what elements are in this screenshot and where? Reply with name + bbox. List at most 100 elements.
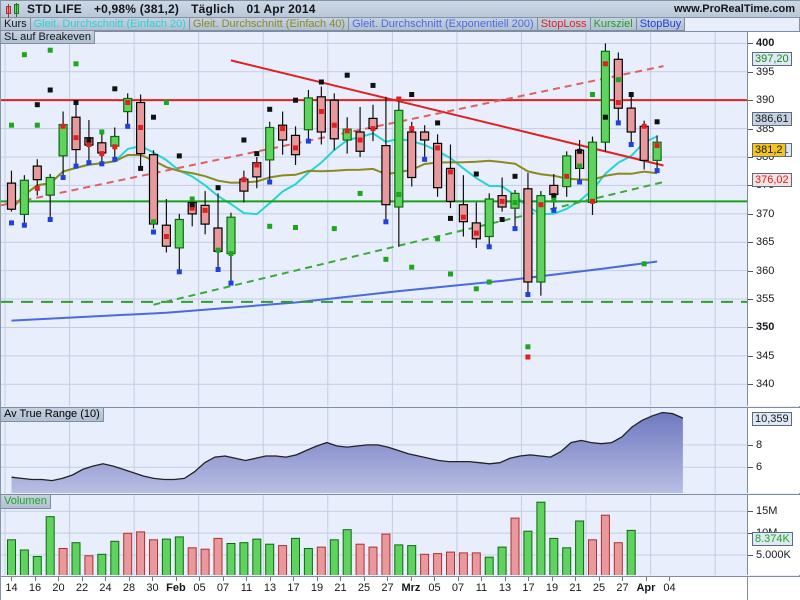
price-marker-38661[interactable]: 386,61 [752, 112, 792, 127]
candle-body [265, 126, 275, 161]
date-axis-tick [222, 577, 224, 581]
low-extreme-marker [112, 156, 118, 162]
date-axis-tick [481, 577, 483, 581]
price-axis-tick [748, 327, 753, 329]
instrument-info: STD LIFE +0,98% (381,2) Täglich 01 Apr 2014 [27, 2, 328, 16]
date-axis-tick [598, 577, 600, 581]
buy-signal-marker [435, 236, 441, 242]
sell-signal-marker [602, 61, 608, 67]
volume-bar [84, 555, 94, 575]
date-axis[interactable]: 14 16 20 22 24 28 30 Feb 05 07 11 13 17 19 21 25 27 Mrz 05… [1, 576, 747, 600]
low-extreme-marker [125, 123, 131, 129]
volume-bar [562, 547, 572, 575]
price-chart-svg [1, 32, 747, 406]
volume-value-marker[interactable]: 8.374K [752, 532, 793, 547]
low-extreme-marker [628, 142, 634, 147]
date-axis-tick [105, 577, 107, 581]
buy-signal-marker [409, 264, 415, 270]
sell-signal-marker [34, 185, 40, 191]
atr-area [11, 412, 683, 493]
low-extreme-marker [305, 138, 311, 144]
high-extreme-marker [551, 193, 557, 199]
low-extreme-marker [60, 175, 66, 180]
volume-bar [407, 545, 417, 575]
sell-signal-marker [293, 145, 298, 151]
date-axis-tick [410, 577, 412, 581]
price-axis-label: 355 [756, 293, 775, 306]
sl-breakeven-annotation[interactable]: SL auf Breakeven [1, 31, 96, 44]
legend-item-stopbuy[interactable]: StopBuy [636, 18, 686, 31]
volume-pane-tag[interactable]: Volumen [1, 495, 51, 509]
buy-signal-marker [9, 122, 14, 128]
indicator-legend: Kurs Gleit. Durchschnitt (Einfach 20) Glei… [1, 18, 686, 31]
sell-signal-marker [641, 123, 647, 129]
date-axis-label: 30 [146, 582, 159, 594]
volume-bar [174, 536, 184, 575]
date-axis-tick [363, 577, 365, 581]
atr-pane-tag[interactable]: Av True Range (10) [1, 408, 104, 422]
volume-pane[interactable]: Volumen [1, 494, 747, 575]
volume-bar [471, 552, 481, 575]
sell-signal-marker [73, 135, 79, 141]
atr-value-marker[interactable]: 10,359 [752, 411, 792, 426]
price-chart-pane[interactable]: © ProRealTime.com [1, 31, 747, 406]
volume-bar [252, 538, 262, 575]
buy-signal-marker [331, 226, 337, 232]
high-extreme-marker [602, 114, 608, 120]
volume-bar [394, 544, 404, 575]
price-marker-3812[interactable]: 381,2 [752, 143, 786, 158]
legend-item-kursziel[interactable]: Kursziel [590, 18, 637, 31]
price-axis[interactable]: 3403453503553603653703753803853903954003… [747, 31, 800, 406]
date-axis-label: 28 [122, 582, 136, 594]
date-axis-tick [246, 577, 248, 581]
sell-signal-marker [525, 354, 531, 360]
buy-signal-marker [551, 197, 557, 203]
volume-bar [213, 537, 223, 575]
volume-bar [549, 537, 559, 575]
date-axis-tick [457, 577, 459, 581]
price-marker-37602[interactable]: 376,02 [752, 172, 792, 187]
low-extreme-marker [86, 160, 92, 166]
date-axis-label: 13 [263, 582, 277, 594]
low-extreme-marker [654, 168, 660, 174]
date-axis-label: 25 [592, 582, 606, 594]
legend-item-stoploss[interactable]: StopLoss [537, 18, 591, 31]
price-axis-tick [748, 355, 753, 357]
volume-bar [97, 553, 107, 575]
price-axis-tick [748, 213, 753, 215]
date-axis-tick [575, 577, 577, 581]
legend-item-kurs[interactable]: Kurs [1, 18, 31, 31]
date-axis-label: 07 [451, 582, 465, 594]
date-axis-label: 07 [216, 582, 230, 594]
date-axis-tick [175, 577, 177, 581]
volume-bar [45, 516, 55, 575]
price-marker-39720[interactable]: 397,20 [752, 52, 792, 67]
volume-bar [7, 539, 16, 575]
legend-item-gleit-durchschnitt-exponentiell-200[interactable]: Gleit. Durchschnitt (Exponentiell 200) [349, 18, 538, 31]
volume-bar [71, 542, 81, 575]
volume-axis-label: 5.000K [756, 548, 791, 561]
high-extreme-marker [151, 114, 156, 120]
atr-axis[interactable]: 8 6 10,359 [747, 407, 800, 493]
date-axis-label: Mrz [401, 582, 421, 594]
date-axis-label: 19 [545, 582, 559, 594]
buy-signal-marker [99, 129, 105, 135]
sell-signal-marker [344, 128, 350, 134]
high-extreme-marker [435, 120, 441, 126]
candle-body [278, 124, 288, 141]
date-axis-tick [387, 577, 389, 581]
high-extreme-marker [138, 165, 144, 171]
sell-signal-marker [396, 96, 402, 102]
atr-pane[interactable]: Av True Range (10) [1, 407, 747, 493]
candle-body [536, 195, 546, 283]
legend-item-gleit-durchschnitt-einfach-40[interactable]: Gleit. Durchschnitt (Einfach 40) [189, 18, 350, 31]
high-extreme-marker [344, 72, 350, 78]
sell-signal-marker [357, 137, 363, 143]
sell-signal-marker [254, 162, 260, 168]
date-axis-label: 27 [381, 582, 394, 594]
sell-signal-marker [202, 207, 208, 213]
candle-body [639, 125, 649, 162]
legend-item-gleit-durchschnitt-einfach-20[interactable]: Gleit. Durchschnitt (Einfach 20) [30, 18, 190, 31]
low-extreme-marker [615, 120, 621, 126]
